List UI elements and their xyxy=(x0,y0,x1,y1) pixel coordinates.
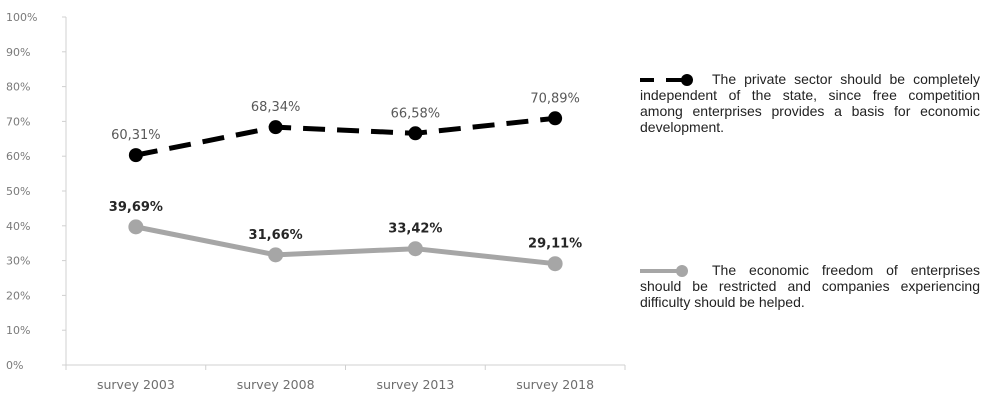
legend-swatch-solid-gray xyxy=(640,265,688,278)
y-tick-label: 0% xyxy=(6,359,23,372)
series-lines xyxy=(128,111,563,272)
legend-label-private-sector: The private sector should be completely … xyxy=(640,71,980,136)
x-tick-label: survey 2018 xyxy=(516,377,594,392)
data-label: 39,69% xyxy=(109,200,163,215)
data-label: 29,11% xyxy=(528,237,582,252)
data-label: 66,58% xyxy=(391,106,441,121)
y-tick-label: 50% xyxy=(6,185,30,198)
y-tick-label: 100% xyxy=(6,11,37,24)
x-tick-label: survey 2013 xyxy=(376,377,454,392)
data-label: 70,89% xyxy=(530,91,580,106)
x-axis-ticks: survey 2003 survey 2008 survey 2013 survey … xyxy=(65,365,626,392)
y-tick-label: 60% xyxy=(6,150,30,163)
y-tick-label: 20% xyxy=(6,289,30,302)
series-line xyxy=(135,224,556,267)
data-point xyxy=(408,126,423,141)
legend-swatch-dashed-black xyxy=(640,74,693,87)
series-line xyxy=(135,115,556,158)
y-tick-label: 40% xyxy=(6,220,30,233)
y-tick-label: 80% xyxy=(6,81,30,94)
line-chart: 0% 10% 20% 30% 40% 50% 60% 70% 80% 90% 100% survey… xyxy=(6,11,626,392)
y-tick-label: 90% xyxy=(6,46,30,59)
x-tick-label: survey 2003 xyxy=(97,377,175,392)
data-labels: 60,31% 68,34% 66,58% 70,89% 39,69% 31,66% 33,4… xyxy=(109,91,582,251)
x-tick-label: survey 2008 xyxy=(237,377,315,392)
y-tick-label: 70% xyxy=(6,115,30,128)
data-label: 33,42% xyxy=(388,222,442,237)
data-label: 60,31% xyxy=(111,128,161,143)
data-point xyxy=(128,148,143,163)
data-point xyxy=(407,241,423,257)
data-point xyxy=(268,120,283,135)
legend-entry-private-sector: The private sector should be completely … xyxy=(640,71,980,135)
data-point xyxy=(548,111,563,126)
data-point xyxy=(547,256,563,272)
legend-label-restricted-freedom: The economic freedom of enterprises shou… xyxy=(640,262,980,311)
data-point xyxy=(268,247,284,263)
y-tick-label: 30% xyxy=(6,255,30,268)
data-point xyxy=(128,219,144,235)
y-tick-label: 10% xyxy=(6,324,30,337)
legend-entry-restricted-freedom: The economic freedom of enterprises shou… xyxy=(640,262,980,310)
data-label: 31,66% xyxy=(249,228,303,243)
y-axis-ticks: 0% 10% 20% 30% 40% 50% 60% 70% 80% 90% 100% xyxy=(6,11,66,372)
chart-axes xyxy=(65,17,625,366)
data-label: 68,34% xyxy=(251,100,301,115)
